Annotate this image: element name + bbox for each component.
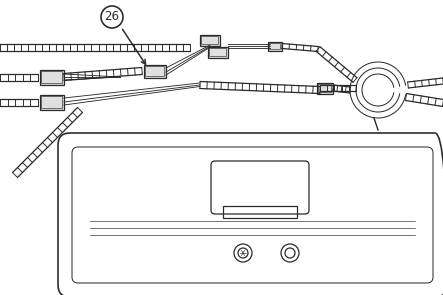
- Bar: [202, 36, 218, 44]
- Bar: [42, 96, 62, 108]
- Bar: [208, 47, 228, 58]
- Text: 26: 26: [105, 11, 120, 24]
- Bar: [40, 70, 64, 84]
- Bar: [317, 83, 333, 94]
- Bar: [223, 206, 297, 218]
- Bar: [210, 48, 226, 56]
- Bar: [269, 43, 280, 49]
- Bar: [319, 84, 331, 92]
- Bar: [200, 35, 220, 45]
- Bar: [145, 66, 164, 76]
- Bar: [144, 65, 166, 78]
- Bar: [42, 71, 62, 83]
- Bar: [268, 42, 282, 50]
- Bar: [40, 94, 64, 109]
